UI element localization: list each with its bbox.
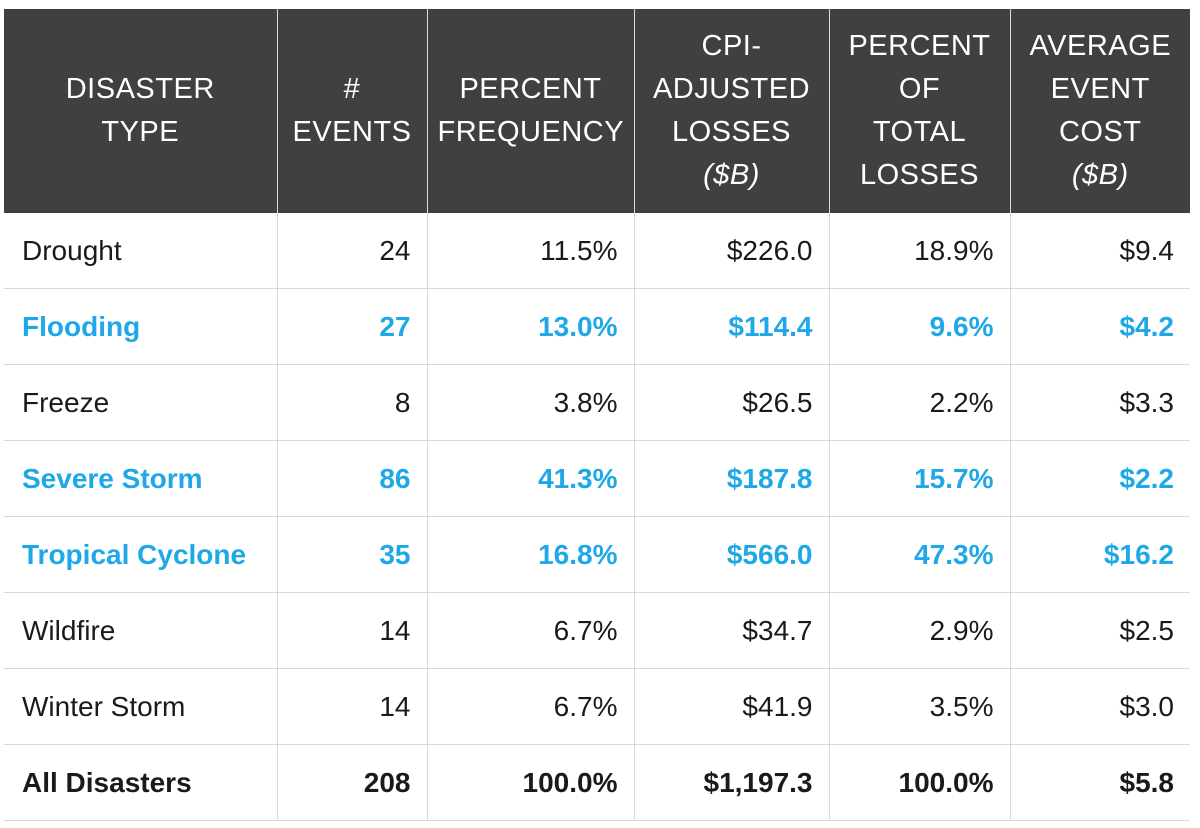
- percent-losses-cell: 15.7%: [829, 440, 1011, 517]
- header-line: PERCENT: [459, 73, 602, 105]
- table-row: Severe Storm 86 41.3% $187.8 15.7% $2.2: [4, 440, 1190, 517]
- average-cost-cell: $3.0: [1010, 668, 1190, 745]
- events-cell: 14: [277, 592, 428, 669]
- header-line: COST: [1058, 116, 1142, 148]
- average-cost-cell: $16.2: [1010, 516, 1190, 593]
- header-percent-total-losses: PERCENT OF TOTAL LOSSES: [829, 9, 1011, 213]
- header-line: ADJUSTED: [652, 73, 811, 105]
- events-cell: 86: [277, 440, 428, 517]
- percent-frequency-cell: 3.8%: [427, 364, 635, 441]
- table-row: Wildfire 14 6.7% $34.7 2.9% $2.5: [4, 592, 1190, 669]
- total-row: All Disasters 208 100.0% $1,197.3 100.0% $5.8: [4, 744, 1190, 821]
- table-row: Winter Storm 14 6.7% $41.9 3.5% $3.0: [4, 668, 1190, 745]
- total-percent-frequency-cell: 100.0%: [427, 744, 635, 821]
- percent-frequency-cell: 6.7%: [427, 668, 635, 745]
- header-line: FREQUENCY: [437, 116, 625, 148]
- disaster-type-cell: Drought: [4, 213, 278, 289]
- header-line: LOSSES: [859, 159, 980, 191]
- average-cost-cell: $3.3: [1010, 364, 1190, 441]
- losses-cell: $34.7: [634, 592, 830, 669]
- percent-losses-cell: 47.3%: [829, 516, 1011, 593]
- average-cost-cell: $2.2: [1010, 440, 1190, 517]
- losses-cell: $114.4: [634, 288, 830, 365]
- table-row: Flooding 27 13.0% $114.4 9.6% $4.2: [4, 288, 1190, 365]
- events-cell: 24: [277, 213, 428, 289]
- total-percent-losses-cell: 100.0%: [829, 744, 1011, 821]
- header-line: AVERAGE: [1029, 30, 1172, 62]
- losses-cell: $41.9: [634, 668, 830, 745]
- header-line: PERCENT: [848, 30, 991, 62]
- header-percent-frequency: PERCENT FREQUENCY: [427, 9, 635, 213]
- events-cell: 8: [277, 364, 428, 441]
- average-cost-cell: $4.2: [1010, 288, 1190, 365]
- losses-cell: $187.8: [634, 440, 830, 517]
- total-losses-cell: $1,197.3: [634, 744, 830, 821]
- table-row: Drought 24 11.5% $226.0 18.9% $9.4: [4, 213, 1190, 289]
- header-line: EVENTS: [292, 116, 412, 148]
- header-unit: ($B): [703, 159, 760, 191]
- percent-losses-cell: 9.6%: [829, 288, 1011, 365]
- table-body: Drought 24 11.5% $226.0 18.9% $9.4 Flooding 27 1…: [4, 213, 1190, 821]
- header-line: DISASTER: [65, 73, 215, 105]
- total-events-cell: 208: [277, 744, 428, 821]
- disaster-type-cell: Freeze: [4, 364, 278, 441]
- percent-frequency-cell: 13.0%: [427, 288, 635, 365]
- header-line: LOSSES: [671, 116, 792, 148]
- header-cpi-adjusted-losses: CPI- ADJUSTED LOSSES ($B): [634, 9, 830, 213]
- losses-cell: $26.5: [634, 364, 830, 441]
- percent-losses-cell: 2.2%: [829, 364, 1011, 441]
- total-average-cost-cell: $5.8: [1010, 744, 1190, 821]
- disaster-type-cell: Winter Storm: [4, 668, 278, 745]
- disaster-type-cell: Wildfire: [4, 592, 278, 669]
- events-cell: 35: [277, 516, 428, 593]
- header-line: EVENT: [1050, 73, 1150, 105]
- table-row: Freeze 8 3.8% $26.5 2.2% $3.3: [4, 364, 1190, 441]
- average-cost-cell: $2.5: [1010, 592, 1190, 669]
- percent-frequency-cell: 6.7%: [427, 592, 635, 669]
- events-cell: 14: [277, 668, 428, 745]
- disaster-type-cell: Flooding: [4, 288, 278, 365]
- losses-cell: $226.0: [634, 213, 830, 289]
- percent-frequency-cell: 41.3%: [427, 440, 635, 517]
- average-cost-cell: $9.4: [1010, 213, 1190, 289]
- header-line: #: [343, 73, 361, 105]
- disaster-cost-table: DISASTER TYPE # EVENTS PERCENT FREQUENCY…: [4, 9, 1190, 821]
- percent-frequency-cell: 16.8%: [427, 516, 635, 593]
- table-row: Tropical Cyclone 35 16.8% $566.0 47.3% $16.2: [4, 516, 1190, 593]
- disaster-type-cell: Tropical Cyclone: [4, 516, 278, 593]
- total-disaster-type-cell: All Disasters: [4, 744, 278, 821]
- header-line: TOTAL: [872, 116, 967, 148]
- percent-losses-cell: 18.9%: [829, 213, 1011, 289]
- disaster-type-cell: Severe Storm: [4, 440, 278, 517]
- header-disaster-type: DISASTER TYPE: [4, 9, 278, 213]
- percent-frequency-cell: 11.5%: [427, 213, 635, 289]
- header-row: DISASTER TYPE # EVENTS PERCENT FREQUENCY…: [4, 9, 1190, 213]
- percent-losses-cell: 3.5%: [829, 668, 1011, 745]
- header-average-event-cost: AVERAGE EVENT COST ($B): [1010, 9, 1190, 213]
- header-unit: ($B): [1071, 159, 1129, 191]
- header-line: CPI-: [701, 30, 762, 62]
- losses-cell: $566.0: [634, 516, 830, 593]
- header-line: OF: [898, 73, 941, 105]
- header-events: # EVENTS: [277, 9, 428, 213]
- events-cell: 27: [277, 288, 428, 365]
- header-line: TYPE: [101, 116, 180, 148]
- percent-losses-cell: 2.9%: [829, 592, 1011, 669]
